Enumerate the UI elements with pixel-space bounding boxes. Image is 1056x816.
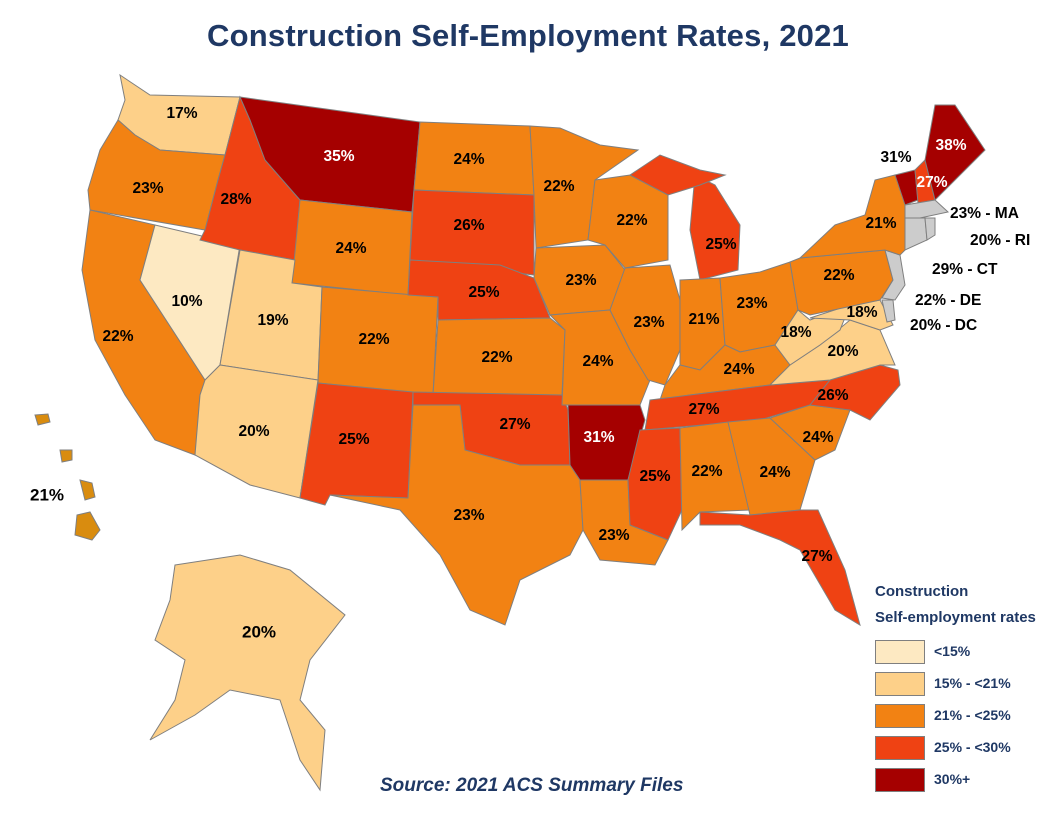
state-ri[interactable]: [924, 217, 936, 241]
callout-ma: 23% - MA: [950, 205, 1019, 222]
label-ks: 22%: [481, 349, 512, 366]
label-wv: 18%: [780, 324, 811, 341]
label-ky: 24%: [723, 361, 754, 378]
callout-ct: 29% - CT: [932, 261, 998, 278]
legend: Construction Self-employment rates <15% …: [875, 582, 1055, 800]
label-ga: 24%: [759, 464, 790, 481]
label-me: 38%: [935, 137, 966, 154]
state-hi-kauai[interactable]: [34, 413, 51, 426]
label-ut: 19%: [257, 312, 288, 329]
state-de[interactable]: [881, 299, 896, 323]
label-la: 23%: [598, 527, 629, 544]
legend-label: 21% - <25%: [934, 707, 1011, 723]
label-hi: 21%: [30, 485, 64, 504]
label-il: 23%: [633, 314, 664, 331]
label-va: 20%: [827, 343, 858, 360]
legend-item: 30%+: [875, 768, 1055, 800]
label-fl: 27%: [801, 548, 832, 565]
label-tn: 27%: [688, 401, 719, 418]
legend-label: <15%: [934, 643, 971, 659]
callout-ri: 20% - RI: [970, 232, 1030, 249]
label-id: 28%: [220, 191, 251, 208]
label-mo: 24%: [582, 353, 613, 370]
legend-title-line2: Self-employment rates: [875, 609, 1036, 626]
label-mi: 25%: [705, 236, 736, 253]
map-title: Construction Self-Employment Rates, 2021: [207, 18, 849, 53]
label-wy: 24%: [335, 240, 366, 257]
legend-item: <15%: [875, 640, 1055, 672]
label-az: 20%: [238, 423, 269, 440]
legend-swatch: [875, 768, 925, 792]
label-ny: 21%: [865, 215, 896, 232]
label-oh: 23%: [736, 295, 767, 312]
label-ia: 23%: [565, 272, 596, 289]
legend-swatch: [875, 640, 925, 664]
state-sc[interactable]: [769, 404, 851, 461]
source-note: Source: 2021 ACS Summary Files: [380, 775, 684, 796]
label-al: 22%: [691, 463, 722, 480]
state-hi[interactable]: [74, 511, 101, 541]
label-mt: 35%: [323, 148, 354, 165]
state-hi-maui[interactable]: [79, 479, 96, 501]
label-wa: 17%: [166, 105, 197, 122]
label-nh: 27%: [916, 174, 947, 191]
state-ct[interactable]: [904, 217, 928, 251]
label-in: 21%: [688, 311, 719, 328]
label-nd: 24%: [453, 151, 484, 168]
legend-label: 25% - <30%: [934, 739, 1011, 755]
legend-title-line1: Construction: [875, 583, 969, 600]
legend-label: 15% - <21%: [934, 675, 1011, 691]
label-sd: 26%: [453, 217, 484, 234]
label-ca: 22%: [102, 328, 133, 345]
label-co: 22%: [358, 331, 389, 348]
label-ak: 20%: [242, 622, 276, 641]
label-sc: 24%: [802, 429, 833, 446]
legend-item: 15% - <21%: [875, 672, 1055, 704]
state-mi[interactable]: [689, 174, 741, 281]
label-ok: 27%: [499, 416, 530, 433]
state-mi-up[interactable]: [629, 154, 727, 196]
label-tx: 23%: [453, 507, 484, 524]
label-ar: 31%: [583, 429, 614, 446]
state-al[interactable]: [679, 421, 751, 532]
state-tx[interactable]: [329, 404, 584, 626]
label-or: 23%: [132, 180, 163, 197]
callout-dc: 20% - DC: [910, 317, 977, 334]
state-ga[interactable]: [727, 417, 816, 516]
label-pa: 22%: [823, 267, 854, 284]
state-hi-oahu[interactable]: [59, 449, 73, 463]
label-nm: 25%: [338, 431, 369, 448]
label-ms: 25%: [639, 468, 670, 485]
label-ne: 25%: [468, 284, 499, 301]
legend-item: 21% - <25%: [875, 704, 1055, 736]
label-nv: 10%: [171, 293, 202, 310]
callout-de: 22% - DE: [915, 292, 981, 309]
label-md: 18%: [846, 304, 877, 321]
legend-swatch: [875, 736, 925, 760]
label-nc: 26%: [817, 387, 848, 404]
label-wi: 22%: [616, 212, 647, 229]
label-mn: 22%: [543, 178, 574, 195]
state-fl[interactable]: [699, 509, 861, 627]
legend-swatch: [875, 704, 925, 728]
legend-label: 30%+: [934, 771, 971, 787]
state-ma[interactable]: [904, 199, 950, 219]
legend-swatch: [875, 672, 925, 696]
label-vt: 31%: [880, 149, 911, 166]
state-ak[interactable]: [149, 554, 346, 792]
legend-item: 25% - <30%: [875, 736, 1055, 768]
